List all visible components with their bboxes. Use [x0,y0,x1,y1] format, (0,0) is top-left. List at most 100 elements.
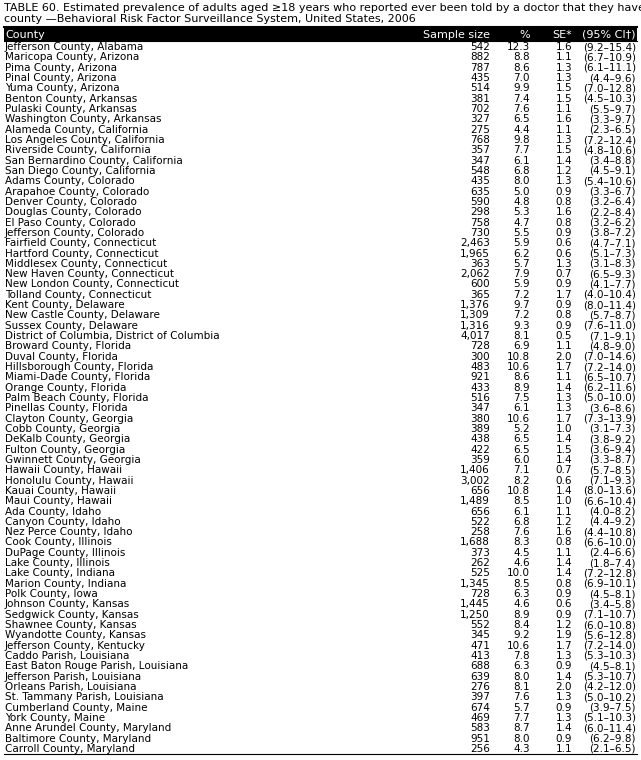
Text: Jefferson County, Colorado: Jefferson County, Colorado [5,228,145,238]
Text: Sedgwick County, Kansas: Sedgwick County, Kansas [5,610,138,619]
Text: 6.3: 6.3 [513,661,530,671]
Text: 1.4: 1.4 [555,724,572,733]
Text: 639: 639 [470,672,490,682]
Text: (7.6–11.0): (7.6–11.0) [583,321,636,331]
Text: 6.1: 6.1 [513,404,530,413]
Text: 0.9: 0.9 [556,589,572,599]
Text: 1,489: 1,489 [460,496,490,506]
Text: 381: 381 [470,93,490,104]
Text: Pinal County, Arizona: Pinal County, Arizona [5,73,117,83]
Text: (2.4–6.6): (2.4–6.6) [590,548,636,558]
Text: 7.4: 7.4 [513,93,530,104]
Text: 1.1: 1.1 [555,372,572,382]
Text: Denver County, Colorado: Denver County, Colorado [5,197,137,207]
Text: 6.8: 6.8 [513,166,530,176]
Text: 0.5: 0.5 [556,331,572,341]
Text: Douglas County, Colorado: Douglas County, Colorado [5,207,142,217]
Text: (3.1–7.3): (3.1–7.3) [590,424,636,434]
Text: Cumberland County, Maine: Cumberland County, Maine [5,702,147,713]
Text: 7.7: 7.7 [513,713,530,723]
Text: 276: 276 [470,682,490,692]
Text: 6.9: 6.9 [513,341,530,351]
Text: (3.3–6.7): (3.3–6.7) [590,187,636,197]
Text: 347: 347 [470,404,490,413]
Text: 8.1: 8.1 [513,682,530,692]
Text: Honolulu County, Hawaii: Honolulu County, Hawaii [5,476,133,486]
Text: 1.5: 1.5 [555,145,572,155]
Text: Shawnee County, Kansas: Shawnee County, Kansas [5,620,137,630]
Text: 9.2: 9.2 [513,630,530,641]
Text: 10.6: 10.6 [507,362,530,372]
Text: Orange County, Florida: Orange County, Florida [5,383,126,393]
Text: 7.1: 7.1 [513,465,530,475]
Text: Maui County, Hawaii: Maui County, Hawaii [5,496,112,506]
Text: Anne Arundel County, Maryland: Anne Arundel County, Maryland [5,724,171,733]
Text: 4.5: 4.5 [513,548,530,558]
Text: DuPage County, Illinois: DuPage County, Illinois [5,548,126,558]
Text: (4.5–9.1): (4.5–9.1) [590,166,636,176]
Text: 435: 435 [470,176,490,186]
Text: San Diego County, California: San Diego County, California [5,166,156,176]
Text: Hartford County, Connecticut: Hartford County, Connecticut [5,249,158,258]
Text: (4.0–10.4): (4.0–10.4) [583,290,636,299]
Text: Pulaski County, Arkansas: Pulaski County, Arkansas [5,104,137,114]
Text: (5.3–10.7): (5.3–10.7) [583,672,636,682]
Text: 1.3: 1.3 [555,651,572,661]
Text: 1.7: 1.7 [555,290,572,299]
Text: Clayton County, Georgia: Clayton County, Georgia [5,413,133,423]
Text: 1.4: 1.4 [555,156,572,166]
Text: (5.0–10.0): (5.0–10.0) [583,393,636,403]
Text: 8.5: 8.5 [513,496,530,506]
Text: 656: 656 [470,486,490,496]
Text: (7.0–12.8): (7.0–12.8) [583,84,636,93]
Text: 8.9: 8.9 [513,383,530,393]
Text: 0.6: 0.6 [556,249,572,258]
Text: (6.9–10.1): (6.9–10.1) [583,578,636,589]
Text: 422: 422 [470,445,490,454]
Text: 0.6: 0.6 [556,476,572,486]
Text: 688: 688 [470,661,490,671]
Text: Hawaii County, Hawaii: Hawaii County, Hawaii [5,465,122,475]
Text: (8.0–11.4): (8.0–11.4) [583,300,636,310]
Text: (6.6–10.4): (6.6–10.4) [583,496,636,506]
Text: 1.4: 1.4 [555,486,572,496]
Text: (3.3–9.7): (3.3–9.7) [590,115,636,125]
Text: 1.4: 1.4 [555,558,572,568]
Text: 0.6: 0.6 [556,600,572,610]
Text: 0.9: 0.9 [556,733,572,743]
Text: 433: 433 [470,383,490,393]
Text: 5.9: 5.9 [513,238,530,249]
Text: 0.8: 0.8 [556,537,572,547]
Text: 256: 256 [470,744,490,754]
Text: Carroll County, Maryland: Carroll County, Maryland [5,744,135,754]
Text: Baltimore County, Maryland: Baltimore County, Maryland [5,733,151,743]
Text: 522: 522 [470,517,490,527]
Text: 1.3: 1.3 [555,393,572,403]
Text: Kauai County, Hawaii: Kauai County, Hawaii [5,486,116,496]
Text: 8.0: 8.0 [513,672,530,682]
Text: DeKalb County, Georgia: DeKalb County, Georgia [5,434,130,445]
Text: 1.1: 1.1 [555,548,572,558]
Text: 0.7: 0.7 [556,465,572,475]
Text: 951: 951 [470,733,490,743]
Text: 10.6: 10.6 [507,641,530,651]
Text: St. Tammany Parish, Louisiana: St. Tammany Parish, Louisiana [5,692,163,702]
Text: Pinellas County, Florida: Pinellas County, Florida [5,404,128,413]
Text: 9.3: 9.3 [513,321,530,331]
Text: 590: 590 [470,197,490,207]
Text: (3.4–5.8): (3.4–5.8) [590,600,636,610]
Text: 3,002: 3,002 [460,476,490,486]
Text: 6.1: 6.1 [513,506,530,517]
Text: 4.6: 4.6 [513,600,530,610]
Text: county —Behavioral Risk Factor Surveillance System, United States, 2006: county —Behavioral Risk Factor Surveilla… [4,14,416,24]
Text: (4.4–9.2): (4.4–9.2) [590,517,636,527]
Text: 6.2: 6.2 [513,249,530,258]
Text: 1.5: 1.5 [555,93,572,104]
Text: 1.3: 1.3 [555,692,572,702]
Text: 0.7: 0.7 [556,269,572,279]
Text: 469: 469 [470,713,490,723]
Text: Lake County, Indiana: Lake County, Indiana [5,568,115,578]
Text: El Paso County, Colorado: El Paso County, Colorado [5,217,136,227]
Text: 7.2: 7.2 [513,290,530,299]
Text: Maricopa County, Arizona: Maricopa County, Arizona [5,52,139,62]
